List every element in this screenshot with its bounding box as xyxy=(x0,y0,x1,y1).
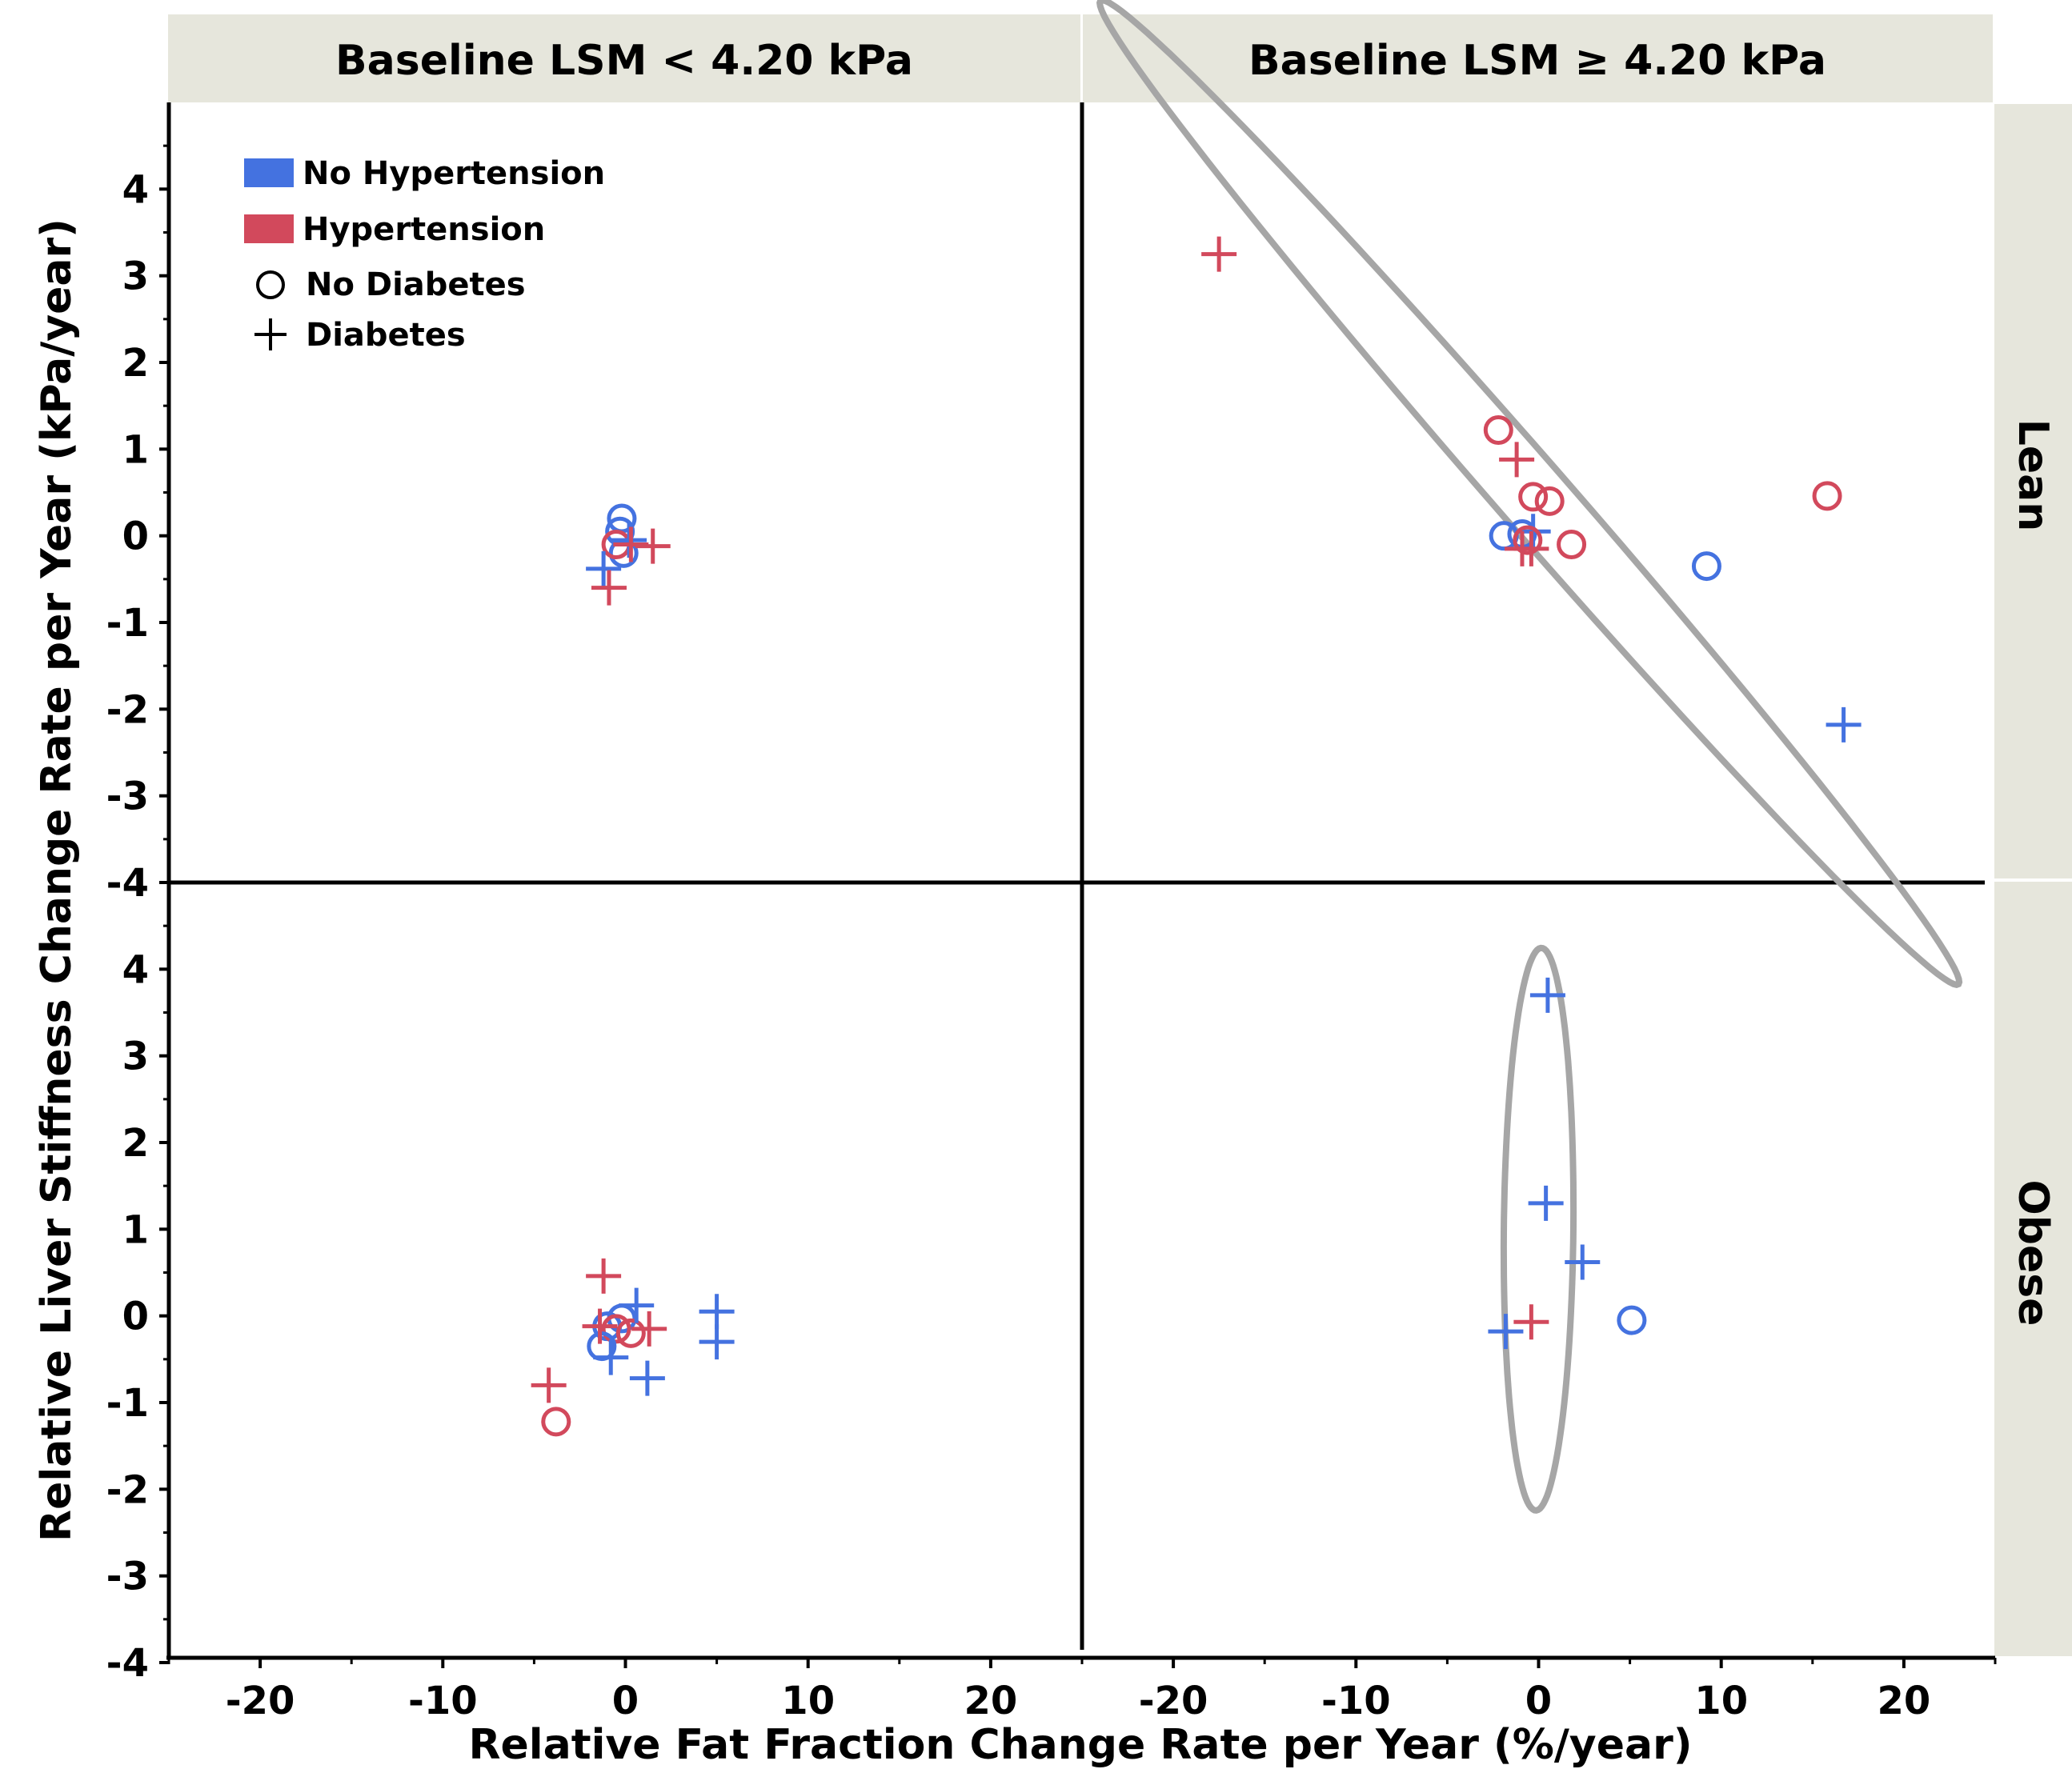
y-tick-label: 4 xyxy=(122,947,149,992)
y-tick-label: -2 xyxy=(106,1467,149,1512)
point-plus-lean-high-lsm xyxy=(1201,236,1237,272)
point-circle-lean-high-lsm xyxy=(1483,415,1513,445)
y-tick-label: 3 xyxy=(122,1035,149,1079)
point-circle-obese-low-lsm xyxy=(615,1318,646,1348)
point-plus-lean-high-lsm xyxy=(1504,530,1540,566)
x-tick-label: 0 xyxy=(1525,1679,1552,1723)
point-circle-lean-high-lsm xyxy=(1691,551,1721,582)
x-tick-label: 20 xyxy=(964,1679,1018,1723)
point-plus-obese-low-lsm xyxy=(582,1308,618,1344)
x-tick-label: 0 xyxy=(612,1679,639,1723)
point-plus-obese-low-lsm xyxy=(699,1324,735,1360)
y-tick-label: 3 xyxy=(122,254,149,299)
row-strip-bottom-bg xyxy=(1994,882,2072,1656)
y-tick-label: -3 xyxy=(106,774,149,819)
legend-label-no-diabetes: No Diabetes xyxy=(306,266,526,303)
point-plus-lean-low-lsm xyxy=(591,570,627,606)
col-strip-left-bg xyxy=(168,14,1080,102)
point-plus-obese-high-lsm xyxy=(1565,1244,1601,1280)
point-circle-lean-high-lsm xyxy=(1513,525,1543,555)
point-circle-lean-high-lsm xyxy=(1534,486,1565,516)
y-tick-label: 0 xyxy=(122,1295,149,1339)
ellipse-layer xyxy=(1096,0,1963,1514)
point-plus-obese-low-lsm xyxy=(629,1360,665,1396)
x-tick-label: -10 xyxy=(408,1679,478,1723)
x-tick-label: -20 xyxy=(1139,1679,1208,1723)
x-axis-title: Relative Fat Fraction Change Rate per Ye… xyxy=(469,1721,1693,1769)
col-strip-right-bg xyxy=(1083,14,1993,102)
y-tick-label: -1 xyxy=(106,601,149,646)
point-plus-obese-low-lsm xyxy=(593,1339,629,1375)
point-circle-lean-high-lsm xyxy=(1557,530,1587,559)
point-plus-obese-high-lsm xyxy=(1529,977,1565,1013)
row-label-lean: Lean xyxy=(2009,419,2057,532)
point-circle-lean-high-lsm xyxy=(1812,481,1842,511)
y-tick-label: -2 xyxy=(106,687,149,732)
point-circle-obese-high-lsm xyxy=(1617,1305,1647,1335)
x-tick-label: 10 xyxy=(781,1679,835,1723)
y-tick-label: 1 xyxy=(122,427,149,472)
col-label-low-lsm: Baseline LSM < 4.20 kPa xyxy=(335,37,913,85)
point-plus-obese-high-lsm xyxy=(1488,1314,1524,1350)
point-circle-obese-low-lsm xyxy=(541,1407,571,1437)
col-label-high-lsm: Baseline LSM ≥ 4.20 kPa xyxy=(1248,37,1826,85)
y-tick-label: -4 xyxy=(106,1641,149,1686)
density-ellipse-lean-high-lsm xyxy=(1096,0,1963,988)
x-tick-label: -20 xyxy=(226,1679,295,1723)
y-tick-label: 2 xyxy=(122,1121,149,1166)
plus-marker-icon xyxy=(254,318,287,350)
legend-label-no-hypertension: No Hypertension xyxy=(303,155,605,192)
y-tick-label: -3 xyxy=(106,1555,149,1599)
point-circle-lean-high-lsm xyxy=(1518,482,1549,512)
x-tick-label: 20 xyxy=(1878,1679,1931,1723)
legend-label-hypertension: Hypertension xyxy=(303,211,545,248)
legend: No Hypertension Hypertension No Diabetes… xyxy=(244,155,605,354)
point-plus-lean-high-lsm xyxy=(1499,442,1535,478)
point-plus-lean-high-lsm xyxy=(1826,706,1862,742)
point-plus-obese-low-lsm xyxy=(699,1294,735,1330)
circle-marker-icon xyxy=(256,270,285,299)
point-plus-obese-low-lsm xyxy=(586,1258,622,1294)
y-axis-title: Relative Liver Stiffness Change Rate per… xyxy=(33,218,81,1542)
y-tick-label: 0 xyxy=(122,514,149,559)
density-ellipse-obese-high-lsm xyxy=(1500,944,1577,1514)
point-plus-obese-high-lsm xyxy=(1513,1304,1549,1340)
legend-label-diabetes: Diabetes xyxy=(306,317,466,354)
legend-swatch-hypertension xyxy=(244,214,294,243)
row-label-obese: Obese xyxy=(2009,1180,2057,1327)
legend-swatch-no-hypertension xyxy=(244,158,294,187)
point-plus-lean-low-lsm xyxy=(635,528,671,564)
point-plus-obese-low-lsm xyxy=(631,1311,667,1347)
y-tick-label: -4 xyxy=(106,861,149,906)
y-tick-label: -1 xyxy=(106,1381,149,1426)
point-plus-obese-low-lsm xyxy=(531,1367,567,1403)
row-strip-top-bg xyxy=(1994,104,2072,878)
y-tick-label: 4 xyxy=(122,167,149,212)
point-plus-lean-low-lsm xyxy=(586,550,622,586)
y-tick-label: 1 xyxy=(122,1207,149,1252)
y-tick-label: 2 xyxy=(122,341,149,386)
point-circle-obese-low-lsm xyxy=(601,1314,631,1344)
x-tick-label: -10 xyxy=(1321,1679,1391,1723)
point-plus-obese-low-lsm xyxy=(619,1287,655,1323)
point-plus-obese-high-lsm xyxy=(1528,1185,1564,1221)
points-layer xyxy=(531,236,1862,1437)
x-tick-label: 10 xyxy=(1694,1679,1748,1723)
